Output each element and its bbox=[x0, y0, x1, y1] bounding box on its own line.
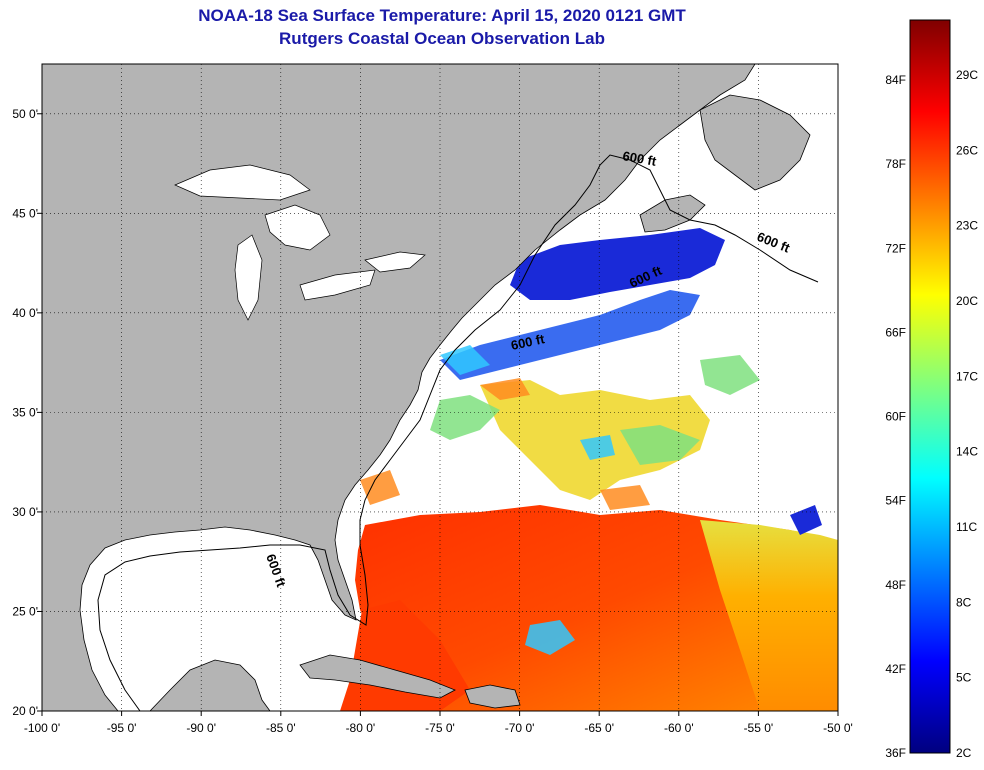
colorbar-c-label: 20C bbox=[956, 294, 978, 308]
colorbar-celsius-labels: 29C 26C 23C 20C 17C 14C 11C 8C 5C 2C bbox=[956, 68, 978, 760]
land-newfoundland bbox=[699, 94, 811, 191]
land-hispaniola bbox=[464, 684, 521, 709]
lon-tick-label: -90 0' bbox=[186, 721, 216, 735]
sst-orange-patches bbox=[360, 378, 650, 510]
colorbar-c-label: 29C bbox=[956, 68, 978, 82]
colorbar-c-label: 26C bbox=[956, 143, 978, 157]
colorbar-fahrenheit-labels: 84F 78F 72F 66F 60F 54F 48F 42F 36F bbox=[885, 73, 906, 760]
colorbar-c-label: 5C bbox=[956, 671, 972, 685]
lon-tick-label: -80 0' bbox=[346, 721, 376, 735]
lat-tick-label: 30 0' bbox=[12, 505, 38, 519]
graticule bbox=[41, 64, 839, 712]
sst-east-orange bbox=[700, 520, 838, 711]
lon-tick-label: -85 0' bbox=[266, 721, 296, 735]
lon-tick-label: -55 0' bbox=[744, 721, 774, 735]
map-content bbox=[42, 64, 838, 711]
title-line1: NOAA-18 Sea Surface Temperature: April 1… bbox=[198, 6, 686, 25]
colorbar bbox=[909, 19, 951, 754]
colorbar-f-label: 42F bbox=[885, 662, 906, 676]
lat-tick-label: 25 0' bbox=[12, 604, 38, 618]
lon-tick-label: -95 0' bbox=[107, 721, 137, 735]
sst-green-patches bbox=[430, 355, 760, 465]
lat-tick-label: 35 0' bbox=[12, 405, 38, 419]
land-cuba bbox=[299, 654, 456, 699]
latitude-tick-labels: 20 0' 25 0' 30 0' 35 0' 40 0' 45 0' 50 0' bbox=[12, 107, 42, 718]
lon-tick-label: -50 0' bbox=[823, 721, 853, 735]
colorbar-c-label: 14C bbox=[956, 445, 978, 459]
isobath-600ft bbox=[97, 154, 819, 711]
title-line2: Rutgers Coastal Ocean Observation Lab bbox=[279, 29, 605, 48]
colorbar-c-label: 2C bbox=[956, 746, 972, 760]
colorbar-f-label: 60F bbox=[885, 410, 906, 424]
sst-east-blue-spot bbox=[790, 505, 822, 535]
longitude-tick-labels: -100 0' -95 0' -90 0' -85 0' -80 0' -75 0' -70… bbox=[24, 711, 853, 735]
land-yucatan bbox=[149, 659, 271, 711]
land-nova-scotia bbox=[639, 194, 706, 233]
colorbar-f-label: 48F bbox=[885, 578, 906, 592]
land-north-america bbox=[42, 64, 756, 711]
lat-tick-label: 20 0' bbox=[12, 704, 38, 718]
colorbar-f-label: 84F bbox=[885, 73, 906, 87]
lon-tick-label: -60 0' bbox=[664, 721, 694, 735]
lon-tick-label: -70 0' bbox=[505, 721, 535, 735]
colorbar-f-label: 66F bbox=[885, 325, 906, 339]
sst-cool-blue bbox=[440, 290, 700, 380]
lat-tick-label: 45 0' bbox=[12, 206, 38, 220]
great-lakes bbox=[174, 164, 426, 321]
lat-tick-label: 40 0' bbox=[12, 306, 38, 320]
lon-tick-label: -100 0' bbox=[24, 721, 60, 735]
colorbar-c-label: 8C bbox=[956, 595, 972, 609]
colorbar-f-label: 36F bbox=[885, 746, 906, 760]
colorbar-c-label: 11C bbox=[956, 520, 977, 534]
contour-label-1: 600 ft bbox=[621, 148, 658, 169]
lon-tick-label: -65 0' bbox=[584, 721, 614, 735]
lon-tick-label: -75 0' bbox=[425, 721, 455, 735]
colorbar-f-label: 54F bbox=[885, 494, 906, 508]
colorbar-c-label: 23C bbox=[956, 219, 978, 233]
colorbar-f-label: 78F bbox=[885, 157, 906, 171]
lat-tick-label: 50 0' bbox=[12, 107, 38, 121]
colorbar-c-label: 17C bbox=[956, 369, 978, 383]
sst-navy-shelf bbox=[510, 228, 725, 300]
colorbar-f-label: 72F bbox=[885, 241, 906, 255]
contour-label-4: 600 ft bbox=[510, 331, 547, 353]
